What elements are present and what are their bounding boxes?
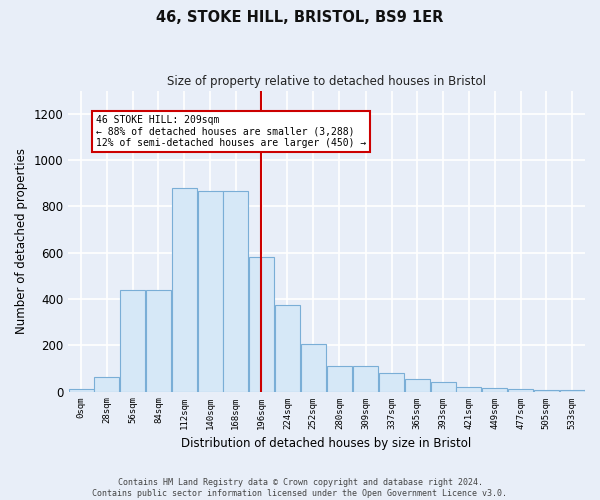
Bar <box>534 390 559 392</box>
Text: 46, STOKE HILL, BRISTOL, BS9 1ER: 46, STOKE HILL, BRISTOL, BS9 1ER <box>157 10 443 25</box>
Bar <box>301 344 326 392</box>
Bar <box>560 390 584 392</box>
Bar <box>146 290 171 392</box>
X-axis label: Distribution of detached houses by size in Bristol: Distribution of detached houses by size … <box>181 437 472 450</box>
Bar <box>120 290 145 392</box>
Bar <box>326 366 352 392</box>
Bar <box>94 376 119 392</box>
Text: 46 STOKE HILL: 209sqm
← 88% of detached houses are smaller (3,288)
12% of semi-d: 46 STOKE HILL: 209sqm ← 88% of detached … <box>96 115 366 148</box>
Bar <box>68 389 94 392</box>
Title: Size of property relative to detached houses in Bristol: Size of property relative to detached ho… <box>167 75 486 88</box>
Text: Contains HM Land Registry data © Crown copyright and database right 2024.
Contai: Contains HM Land Registry data © Crown c… <box>92 478 508 498</box>
Bar <box>197 192 223 392</box>
Bar <box>405 379 430 392</box>
Bar <box>586 389 600 392</box>
Bar <box>353 366 378 392</box>
Bar <box>482 388 507 392</box>
Bar <box>508 389 533 392</box>
Bar <box>223 192 248 392</box>
Bar <box>379 373 404 392</box>
Bar <box>249 258 274 392</box>
Bar <box>275 304 300 392</box>
Bar <box>457 387 481 392</box>
Bar <box>431 382 455 392</box>
Bar <box>172 188 197 392</box>
Y-axis label: Number of detached properties: Number of detached properties <box>15 148 28 334</box>
